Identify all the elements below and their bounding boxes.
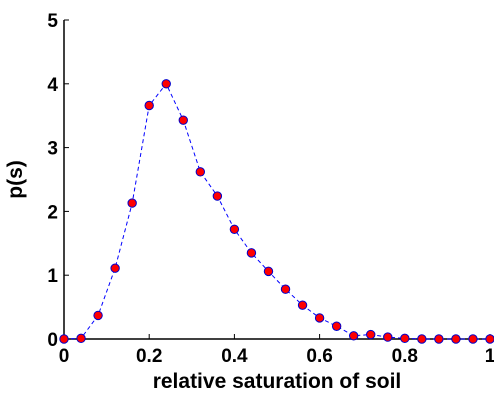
y-tick-label: 1: [47, 266, 58, 287]
series-line-path: [63, 82, 490, 340]
x-tick-label: 0.6: [306, 346, 332, 367]
data-point: [59, 334, 69, 344]
data-point: [263, 266, 274, 277]
data-point: [434, 334, 444, 344]
data-point: [144, 100, 154, 111]
x-axis-label: relative saturation of soil: [153, 370, 402, 393]
data-point: [485, 334, 494, 344]
y-tick-label: 4: [47, 75, 58, 96]
x-tick-label: 1: [485, 346, 494, 367]
data-point: [468, 334, 478, 344]
data-point: [110, 263, 120, 273]
y-tick-label: 3: [47, 139, 58, 160]
y-tick-label: 5: [47, 11, 58, 32]
data-point: [178, 115, 188, 125]
data-point: [314, 313, 325, 323]
y-tick-label: 0: [47, 330, 58, 351]
data-point: [280, 284, 291, 294]
data-point: [212, 191, 223, 201]
tick-labels: 0 0.2 0.4 0.6 0.8 1 0 1 2 3 4 5: [47, 11, 494, 367]
data-point: [451, 334, 461, 344]
data-point: [195, 167, 206, 177]
data-point: [331, 321, 342, 331]
x-tick-label: 0: [59, 346, 70, 367]
data-point: [400, 333, 410, 344]
data-point: [417, 334, 427, 344]
data-point: [76, 333, 86, 344]
axes: [63, 19, 491, 340]
data-point: [383, 332, 393, 342]
data-point: [127, 198, 137, 208]
x-tick-label: 0.4: [221, 346, 248, 367]
data-point: [366, 329, 376, 340]
data-markers: [59, 79, 494, 344]
data-point: [229, 224, 240, 234]
y-tick-label: 2: [47, 202, 58, 223]
x-tick-label: 0.8: [392, 346, 418, 367]
data-point: [348, 331, 359, 341]
data-point: [297, 300, 308, 310]
data-point: [93, 310, 103, 321]
data-point: [246, 248, 257, 258]
data-point: [161, 79, 171, 89]
y-axis-label: p(s): [4, 160, 27, 199]
x-tick-label: 0.2: [136, 346, 162, 367]
series-line: [63, 82, 490, 340]
